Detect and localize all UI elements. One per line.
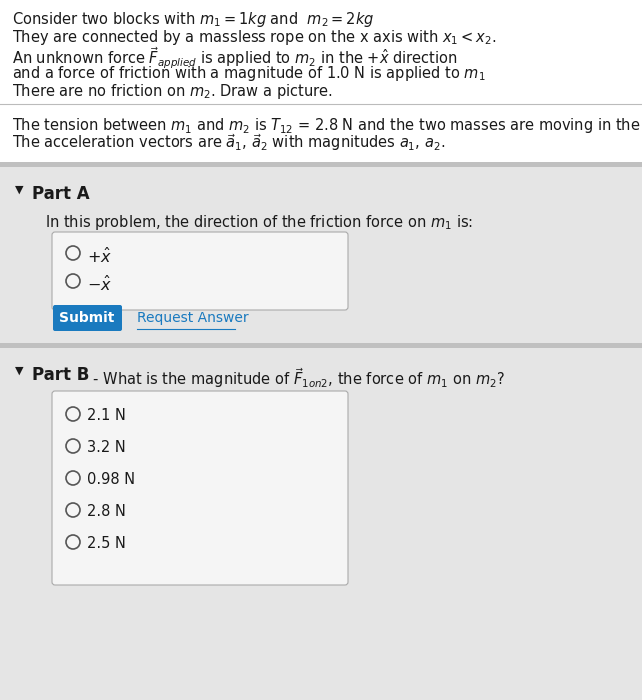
Text: The acceleration vectors are $\vec{a}_1$, $\vec{a}_2$ with magnitudes $a_1$, $a_: The acceleration vectors are $\vec{a}_1$… bbox=[12, 132, 446, 153]
Text: The tension between $m_1$ and $m_2$ is $T_{12}$ = 2.8 N and the two masses are m: The tension between $m_1$ and $m_2$ is $… bbox=[12, 114, 642, 136]
Text: $-\hat{x}$: $-\hat{x}$ bbox=[87, 275, 112, 294]
FancyBboxPatch shape bbox=[52, 232, 348, 310]
Text: and a force of friction with a magnitude of 1.0 N is applied to $m_1$: and a force of friction with a magnitude… bbox=[12, 64, 485, 83]
Text: ▼: ▼ bbox=[15, 185, 24, 195]
Text: Part B: Part B bbox=[32, 366, 89, 384]
FancyBboxPatch shape bbox=[52, 391, 348, 585]
FancyBboxPatch shape bbox=[0, 162, 642, 167]
Text: 0.98 N: 0.98 N bbox=[87, 472, 135, 487]
Text: ▼: ▼ bbox=[15, 366, 24, 376]
Text: Part A: Part A bbox=[32, 185, 90, 203]
Text: $+\hat{x}$: $+\hat{x}$ bbox=[87, 247, 112, 266]
FancyBboxPatch shape bbox=[0, 343, 642, 348]
Text: 2.8 N: 2.8 N bbox=[87, 504, 126, 519]
Text: There are no friction on $m_2$. Draw a picture.: There are no friction on $m_2$. Draw a p… bbox=[12, 82, 333, 101]
Text: In this problem, the direction of the friction force on $m_1$ is:: In this problem, the direction of the fr… bbox=[45, 213, 473, 232]
FancyBboxPatch shape bbox=[0, 348, 642, 700]
Text: Request Answer: Request Answer bbox=[137, 311, 248, 325]
Text: Consider two blocks with $m_1 = 1kg$ and  $m_2 = 2kg$: Consider two blocks with $m_1 = 1kg$ and… bbox=[12, 10, 374, 29]
FancyBboxPatch shape bbox=[53, 305, 122, 331]
FancyBboxPatch shape bbox=[0, 167, 642, 395]
Text: 3.2 N: 3.2 N bbox=[87, 440, 126, 455]
Text: They are connected by a massless rope on the x axis with $x_1 < x_2$.: They are connected by a massless rope on… bbox=[12, 28, 497, 47]
Text: An unknown force $\vec{F}_{applied}$ is applied to $m_2$ in the $+\hat{x}$ direc: An unknown force $\vec{F}_{applied}$ is … bbox=[12, 46, 458, 71]
Text: - What is the magnitude of $\vec{F}_{1on2}$, the force of $m_1$ on $m_2$?: - What is the magnitude of $\vec{F}_{1on… bbox=[88, 366, 505, 390]
Text: 2.1 N: 2.1 N bbox=[87, 408, 126, 423]
Text: 2.5 N: 2.5 N bbox=[87, 536, 126, 551]
Text: Submit: Submit bbox=[59, 311, 115, 325]
